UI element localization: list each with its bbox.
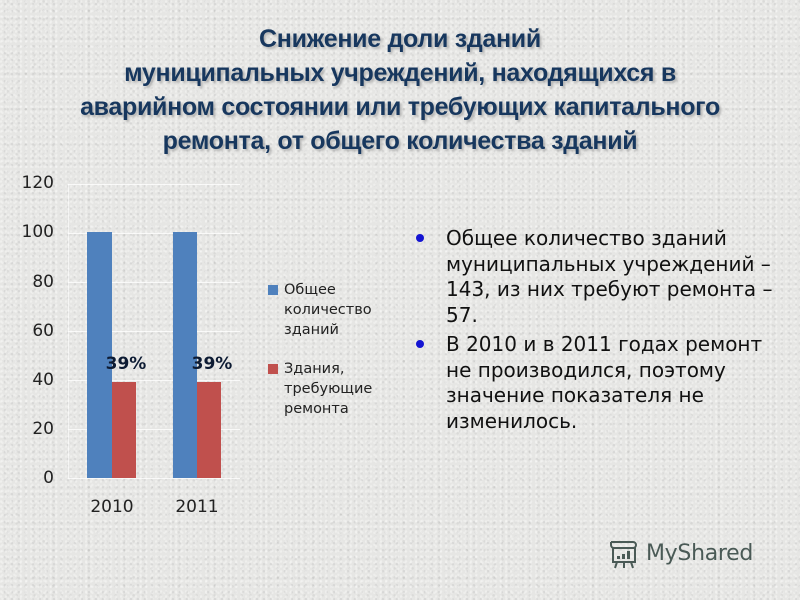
legend-swatch-blue xyxy=(268,285,278,295)
y-tick: 20 xyxy=(32,419,54,439)
y-tick: 120 xyxy=(21,173,54,193)
bar-total-2010 xyxy=(87,232,112,478)
watermark-text: MyShared xyxy=(646,540,754,566)
x-tick: 2010 xyxy=(90,497,134,517)
y-tick: 0 xyxy=(43,468,54,488)
chart-legend: Общее количество зданий Здания, требующи… xyxy=(266,280,396,438)
data-label-2010: 39% xyxy=(105,354,147,374)
legend-label: Общее количество зданий xyxy=(284,282,372,338)
title-line: ремонта, от общего количества зданий xyxy=(162,127,638,155)
y-tick: 100 xyxy=(21,222,54,242)
gridline xyxy=(68,380,240,381)
watermark: MyShared xyxy=(606,536,753,570)
gridline xyxy=(68,331,240,332)
gridline xyxy=(68,282,240,283)
slide-title: Снижение доли зданий муниципальных учреж… xyxy=(60,22,740,158)
legend-label: Здания, требующие ремонта xyxy=(284,361,373,417)
y-tick: 80 xyxy=(32,272,54,292)
gridline xyxy=(68,429,240,430)
bullet-list: Общее количество зданий муниципальных уч… xyxy=(410,226,790,438)
title-line: муниципальных учреждений, находящихся в xyxy=(124,59,676,87)
bullet-text: Общее количество зданий муниципальных уч… xyxy=(446,226,773,327)
gridline xyxy=(68,233,240,234)
y-tick: 60 xyxy=(32,321,54,341)
y-tick: 40 xyxy=(32,370,54,390)
bar-repair-2011 xyxy=(197,382,221,478)
x-tick: 2011 xyxy=(175,497,219,517)
bullet-text: В 2010 и в 2011 годах ремонт не производ… xyxy=(446,332,763,433)
gridline xyxy=(68,184,240,185)
presentation-board-icon xyxy=(610,541,637,569)
legend-item-total: Общее количество зданий xyxy=(266,280,396,340)
legend-swatch-red xyxy=(268,364,278,374)
title-line: Снижение доли зданий xyxy=(259,25,541,53)
gridline xyxy=(68,478,240,479)
bar-total-2011 xyxy=(173,232,197,478)
bar-chart: 0 20 40 60 80 100 120 39% 39% 2010 2011 … xyxy=(0,0,400,530)
bullet-dot-icon xyxy=(416,234,424,242)
data-label-2011: 39% xyxy=(191,354,233,374)
bullet-item: В 2010 и в 2011 годах ремонт не производ… xyxy=(410,332,790,434)
title-line: аварийном состоянии или требующих капита… xyxy=(80,93,720,121)
bullet-dot-icon xyxy=(416,340,424,348)
bullet-item: Общее количество зданий муниципальных уч… xyxy=(410,226,790,328)
legend-item-repair: Здания, требующие ремонта xyxy=(266,359,396,419)
bar-repair-2010 xyxy=(112,382,136,478)
